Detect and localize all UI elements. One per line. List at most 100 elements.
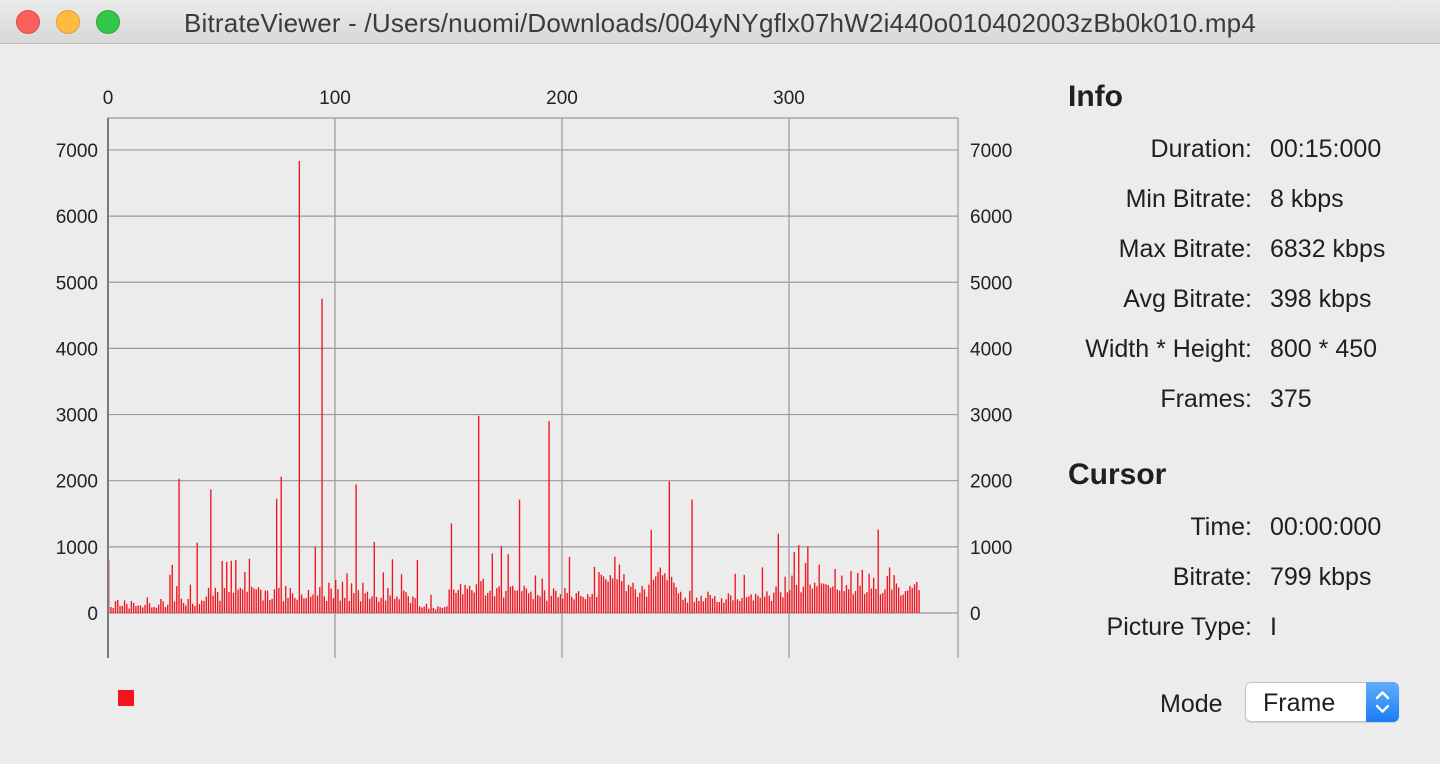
- bitrate-chart[interactable]: 0 0 1000 1000 2000 2000 3000 3000 4000 4000 5000 50…: [0, 44, 1030, 744]
- bitrate-bar: [130, 601, 133, 613]
- bitrate-bar: [848, 589, 850, 613]
- bitrate-bar: [902, 594, 904, 613]
- bitrate-bar: [829, 587, 832, 613]
- y-tick-label-left: 5000: [56, 273, 98, 294]
- bitrate-bar: [475, 584, 478, 613]
- bitrate-bar: [123, 600, 126, 613]
- bitrate-bar: [666, 580, 668, 613]
- y-tick-label-left: 6000: [56, 207, 98, 228]
- bitrate-bar: [275, 498, 278, 613]
- bitrate-bar: [798, 545, 800, 613]
- minimize-icon[interactable]: [56, 10, 80, 34]
- bitrate-bar: [484, 595, 487, 613]
- bitrate-bar: [609, 575, 612, 613]
- bitrate-bar: [850, 570, 852, 613]
- bitrate-bar: [151, 607, 153, 613]
- cursor-value: I: [1270, 613, 1277, 641]
- bitrate-bar: [169, 574, 171, 613]
- bitrate-bar: [900, 595, 902, 613]
- bitrate-bar: [271, 598, 273, 613]
- title-bar[interactable]: BitrateViewer - /Users/nuomi/Downloads/0…: [0, 0, 1440, 44]
- bitrate-bar: [777, 533, 779, 613]
- bitrate-bar: [736, 599, 739, 613]
- bitrate-bar: [532, 599, 534, 613]
- bitrate-bar: [911, 588, 913, 613]
- bitrate-bar: [187, 598, 189, 613]
- bitrate-bar: [809, 584, 811, 613]
- bitrate-bar: [328, 582, 330, 613]
- bitrate-bar: [811, 588, 814, 613]
- bitrate-bar: [673, 582, 675, 613]
- y-tick-label-right: 5000: [970, 273, 1012, 294]
- bitrate-bar: [355, 484, 357, 613]
- bitrate-bar: [670, 576, 673, 613]
- bitrate-bar: [153, 606, 155, 613]
- bitrate-bar: [652, 579, 655, 613]
- legend-swatch: [118, 690, 134, 706]
- bitrate-bar: [877, 529, 879, 613]
- bitrate-bar: [232, 592, 235, 613]
- bitrate-bar: [117, 600, 119, 613]
- y-tick-label-right: 2000: [970, 472, 1012, 493]
- mode-select[interactable]: Frame: [1245, 682, 1399, 722]
- bitrate-bar: [223, 588, 226, 613]
- bitrate-bar: [841, 575, 843, 613]
- bitrate-bar: [527, 593, 530, 613]
- y-tick-label-left: 2000: [56, 472, 98, 493]
- bitrate-bar: [875, 588, 877, 613]
- maximize-icon[interactable]: [96, 10, 120, 34]
- bitrate-bar: [745, 597, 748, 613]
- bitrate-bar: [804, 562, 807, 613]
- bitrate-bar: [888, 567, 891, 613]
- bitrate-bar: [312, 594, 314, 613]
- bitrate-bar: [577, 591, 580, 613]
- cursor-label: Picture Type:: [1106, 613, 1252, 641]
- bitrate-bar: [859, 585, 861, 613]
- bitrate-bar: [296, 599, 298, 613]
- info-label: Avg Bitrate:: [1123, 285, 1252, 313]
- axes: [107, 117, 959, 658]
- bitrate-bar: [251, 586, 253, 613]
- bitrate-bar: [643, 589, 646, 613]
- bitrate-bar: [450, 523, 453, 613]
- bitrate-bar: [439, 607, 441, 613]
- bitrate-bar: [300, 594, 303, 613]
- cursor-rows: Time: 00:00:000 Bitrate: 799 kbps Picture Ty…: [1060, 504, 1430, 654]
- bitrate-bar: [589, 596, 591, 613]
- bitrate-bar: [201, 600, 203, 613]
- info-title: Info: [1068, 80, 1123, 113]
- bitrate-bar: [754, 593, 757, 613]
- bitrate-bar: [825, 584, 827, 613]
- bitrate-bar: [816, 586, 818, 613]
- bitrate-bar: [248, 558, 251, 613]
- bitrate-bar: [502, 597, 505, 613]
- bitrate-bar: [732, 600, 734, 613]
- info-label: Min Bitrate:: [1125, 185, 1252, 213]
- info-value: 8 kbps: [1270, 185, 1344, 213]
- info-value: 800 * 450: [1270, 335, 1378, 363]
- bitrate-bar: [793, 552, 795, 613]
- window-title: BitrateViewer - /Users/nuomi/Downloads/0…: [183, 8, 1257, 38]
- bitrate-bar: [194, 605, 196, 613]
- bitrate-bar: [357, 590, 360, 613]
- bitrate-bar: [337, 589, 339, 613]
- bitrate-bar: [416, 560, 419, 613]
- bitrate-bar: [148, 603, 151, 613]
- bitrate-bar: [339, 600, 341, 613]
- close-icon[interactable]: [16, 10, 40, 34]
- bitrate-bar: [705, 598, 707, 613]
- bitrate-bar: [523, 585, 525, 613]
- bitrate-bar: [782, 597, 784, 613]
- bitrate-bar: [557, 597, 559, 613]
- bitrate-bar: [278, 587, 280, 613]
- bitrate-bar: [568, 557, 571, 613]
- chevron-up-down-icon[interactable]: [1366, 682, 1399, 722]
- bitrate-bar: [214, 587, 217, 613]
- bitrate-bar: [748, 596, 750, 613]
- bitrate-bar: [657, 571, 659, 613]
- bitrate-bar: [773, 592, 775, 613]
- x-tick-label: 100: [319, 88, 351, 109]
- bitrate-bar: [907, 590, 909, 613]
